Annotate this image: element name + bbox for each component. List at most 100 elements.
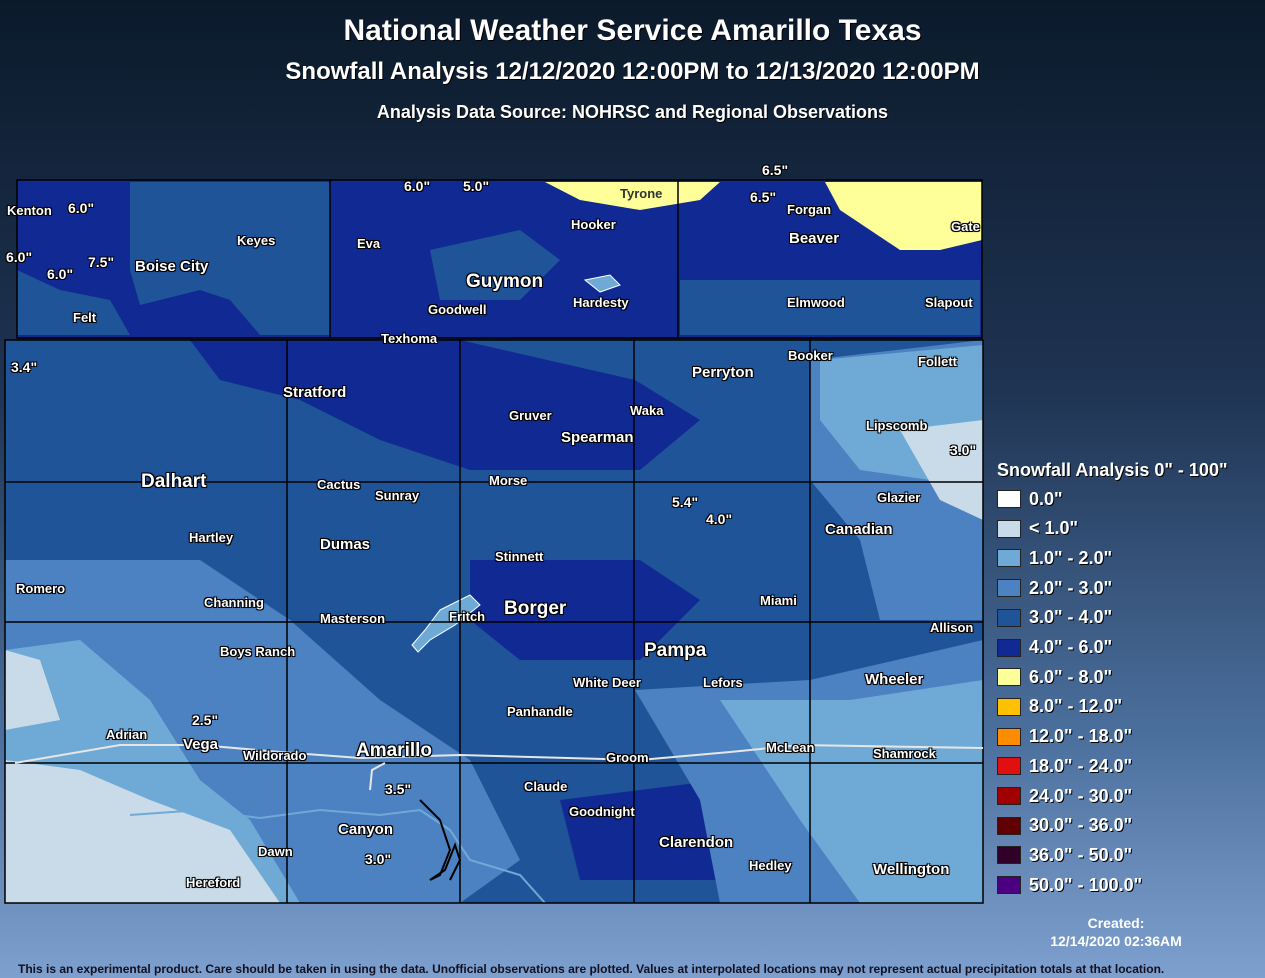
city-label: Elmwood <box>787 295 845 310</box>
map-title: National Weather Service Amarillo Texas <box>343 14 922 47</box>
city-label: Forgan <box>787 202 832 217</box>
legend-item: 30.0" - 36.0" <box>997 815 1132 837</box>
legend-swatch <box>997 846 1021 865</box>
legend-label: 4.0" - 6.0" <box>1029 637 1113 657</box>
snow-zone <box>900 420 983 520</box>
legend-item: 12.0" - 18.0" <box>997 726 1132 748</box>
created-date: 12/14/2020 02:36AM <box>1050 933 1182 949</box>
snow-observation: 6.0" <box>68 200 95 216</box>
created-stamp: Created: 12/14/2020 02:36AM <box>1005 914 1227 950</box>
legend-item: 1.0" - 2.0" <box>997 547 1112 569</box>
city-label: Glazier <box>877 490 921 505</box>
snow-zone <box>720 680 983 903</box>
legend-swatch <box>997 697 1021 716</box>
legend-item: 4.0" - 6.0" <box>997 637 1112 659</box>
legend-swatch <box>997 549 1021 568</box>
legend-swatch <box>997 787 1021 805</box>
snow-observation: 6.5" <box>762 162 789 178</box>
legend-swatch <box>997 579 1021 598</box>
legend-label: 36.0" - 50.0" <box>1029 844 1133 865</box>
legend-item: < 1.0" <box>997 518 1078 540</box>
snow-observation: 3.0" <box>365 851 392 867</box>
legend-item: 24.0" - 30.0" <box>997 785 1132 807</box>
city-label: Amarillo <box>356 740 433 761</box>
city-label: Spearman <box>561 429 634 446</box>
city-label: Boys Ranch <box>220 644 296 659</box>
city-label: Dawn <box>258 844 293 859</box>
city-label: Stratford <box>283 384 347 401</box>
interstate-40 <box>14 743 984 764</box>
map-subtitle: Snowfall Analysis 12/12/2020 12:00PM to … <box>285 58 980 85</box>
snow-zone <box>680 280 980 335</box>
snow-observation: 4.0" <box>706 511 733 527</box>
snow-observation: 3.5" <box>385 781 412 797</box>
city-label: Clarendon <box>659 834 734 851</box>
city-label: Morse <box>489 473 528 488</box>
city-label: Goodnight <box>569 804 635 819</box>
city-label: Hedley <box>749 858 792 873</box>
legend-label: 50.0" - 100.0" <box>1029 874 1143 895</box>
county-borders <box>4 179 984 904</box>
river <box>129 808 546 904</box>
city-label: Beaver <box>789 230 840 247</box>
snow-observation: 7.5" <box>88 254 115 270</box>
city-label: Gate <box>951 219 980 234</box>
canyon-escarpment <box>419 799 462 881</box>
legend-swatch <box>997 757 1021 776</box>
legend-item: 50.0" - 100.0" <box>997 874 1142 896</box>
city-label: Wheeler <box>865 671 924 688</box>
city-label: Tyrone <box>620 186 663 201</box>
legend-label: 18.0" - 24.0" <box>1029 755 1133 776</box>
legend-label: 3.0" - 4.0" <box>1029 607 1113 628</box>
legend-swatch <box>997 668 1021 687</box>
city-label: Guymon <box>466 271 544 292</box>
city-label: Hardesty <box>573 295 629 310</box>
legend-item: 36.0" - 50.0" <box>997 844 1132 866</box>
data-source: Analysis Data Source: NOHRSC and Regiona… <box>376 102 889 122</box>
snow-observation: 3.0" <box>950 442 977 458</box>
legend-swatch <box>997 876 1021 895</box>
snow-observation: 6.0" <box>404 178 431 194</box>
legend-swatch <box>997 519 1021 538</box>
city-label: Eva <box>357 236 381 251</box>
snow-zone <box>5 560 290 620</box>
legend-swatch <box>997 816 1021 835</box>
city-label: Channing <box>204 595 264 610</box>
city-label: Claude <box>524 779 568 794</box>
legend-label: 24.0" - 30.0" <box>1029 785 1133 806</box>
snow-zone <box>130 182 330 335</box>
legend-item: 8.0" - 12.0" <box>997 696 1122 718</box>
snow-zone <box>17 270 130 335</box>
city-label: Follett <box>918 354 957 369</box>
city-label: Panhandle <box>507 704 573 719</box>
snow-observation: 6.5" <box>750 189 777 205</box>
city-label: Wildorado <box>243 748 307 763</box>
city-label: Masterson <box>320 611 386 626</box>
legend-swatch <box>997 638 1021 657</box>
snow-observation: 3.4" <box>11 359 38 375</box>
legend-title: Snowfall Analysis 0" - 100" <box>997 460 1228 480</box>
legend-label: 6.0" - 8.0" <box>1029 666 1113 687</box>
city-label: Shamrock <box>873 746 936 761</box>
city-label: Adrian <box>106 727 148 742</box>
legend-item: 0.0" <box>997 488 1063 510</box>
city-label: Fritch <box>449 609 486 624</box>
city-label: Hartley <box>189 530 234 545</box>
snow-zone <box>5 760 280 903</box>
legend-item: 2.0" - 3.0" <box>997 577 1112 599</box>
city-label: Dumas <box>320 536 371 553</box>
city-label: Wellington <box>873 861 950 878</box>
city-label: Cactus <box>317 477 361 492</box>
snow-zone <box>430 230 560 300</box>
legend-label: < 1.0" <box>1029 518 1079 539</box>
snow-zone <box>470 560 700 660</box>
legend-swatch <box>997 608 1021 627</box>
city-label: Hooker <box>571 217 616 232</box>
city-label: Perryton <box>692 364 754 381</box>
reservoir <box>583 274 621 293</box>
city-label: Gruver <box>509 408 552 423</box>
city-label: Keyes <box>237 233 276 248</box>
interstate-27 <box>369 762 386 791</box>
city-label: Lipscomb <box>866 418 928 433</box>
